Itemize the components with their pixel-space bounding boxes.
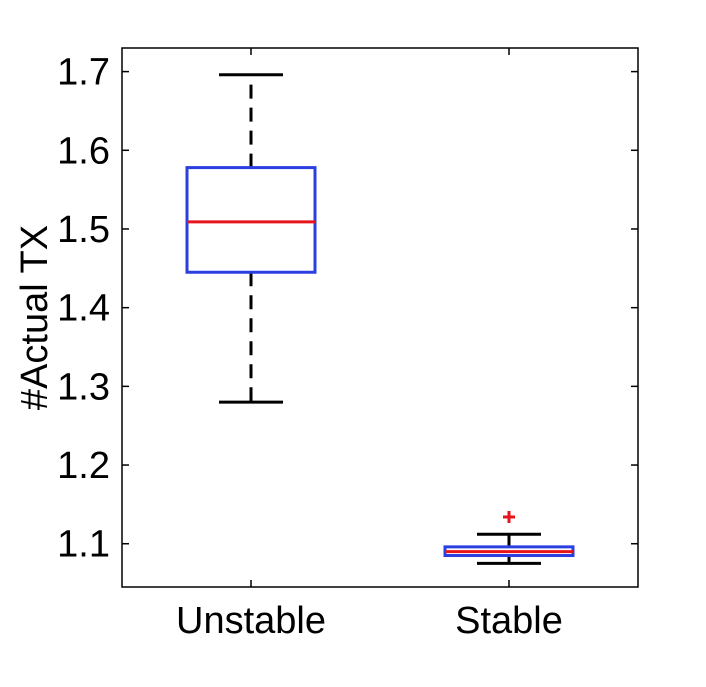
y-tick-label: 1.4 <box>57 288 110 330</box>
plot-area: 1.1 1.2 1.3 1.4 1.5 1.6 1.7 Unstable Stable <box>57 47 639 642</box>
box-stable <box>443 510 575 565</box>
y-tick-label: 1.6 <box>57 130 110 172</box>
y-axis-label: #Actual TX <box>14 225 56 410</box>
y-tick-label: 1.5 <box>57 209 110 251</box>
axes-frame <box>121 47 639 588</box>
y-tick-label: 1.3 <box>57 366 110 408</box>
boxes <box>185 73 575 565</box>
y-tick-label: 1.1 <box>57 524 110 566</box>
x-tick-label-unstable: Unstable <box>176 600 326 642</box>
y-tick-label: 1.7 <box>57 52 110 94</box>
outlier-marker <box>503 510 515 523</box>
box-unstable <box>185 73 317 404</box>
iqr-box <box>185 166 317 274</box>
x-tick-label-stable: Stable <box>455 600 563 642</box>
y-tick-label: 1.2 <box>57 445 110 487</box>
ticks: 1.1 1.2 1.3 1.4 1.5 1.6 1.7 Unstable Stable <box>57 48 638 642</box>
